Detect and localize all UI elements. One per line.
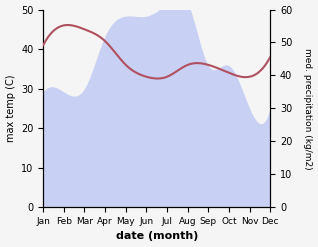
Y-axis label: med. precipitation (kg/m2): med. precipitation (kg/m2) bbox=[303, 48, 313, 169]
X-axis label: date (month): date (month) bbox=[115, 231, 198, 242]
Y-axis label: max temp (C): max temp (C) bbox=[5, 75, 16, 142]
